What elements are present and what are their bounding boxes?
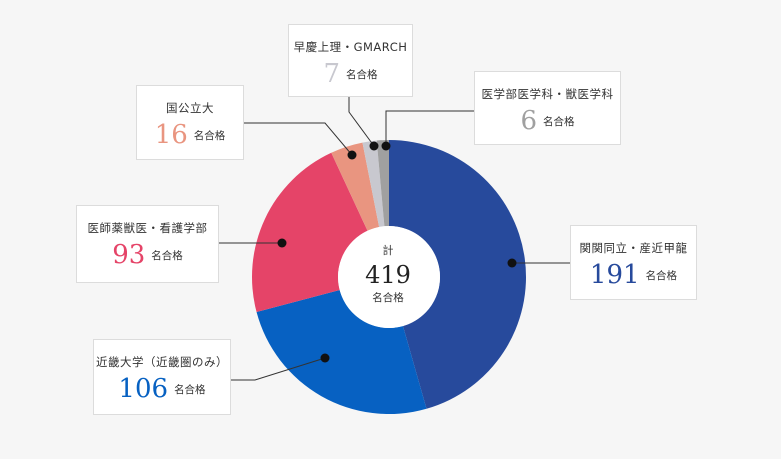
pie-slice: [252, 152, 368, 313]
callout-dot: [381, 141, 391, 151]
slice-unit: 名合格: [543, 115, 575, 128]
label-igakubu-juui: 医学部医学科・獣医学科 6 名合格: [474, 71, 621, 145]
slice-unit: 名合格: [151, 249, 183, 262]
slice-value: 7: [323, 59, 341, 89]
label-medical: 医師薬獣医・看護学部 93 名合格: [76, 205, 219, 283]
slice-value: 191: [589, 260, 640, 290]
pie-slice: [256, 290, 427, 414]
slice-label-name: 関関同立・産近甲龍: [579, 241, 688, 255]
slice-value: 106: [118, 374, 169, 404]
slice-label-name: 医学部医学科・獣医学科: [481, 87, 614, 101]
label-kokkoritsu: 国公立大 16 名合格: [136, 85, 244, 160]
callout-line: [348, 97, 375, 147]
slice-unit: 名合格: [193, 129, 226, 142]
callout-line: [231, 357, 326, 381]
callout-line: [244, 122, 353, 156]
center-total: 計 419 名合格: [338, 227, 438, 327]
donut-hole: [338, 226, 440, 328]
callout-dot: [347, 150, 357, 160]
label-kindai: 近畿大学（近畿圏のみ） 106 名合格: [93, 339, 231, 415]
slice-label-name: 国公立大: [166, 101, 214, 115]
center-unit: 名合格: [372, 292, 404, 304]
callout-dot: [277, 238, 287, 248]
slice-label-name: 医師薬獣医・看護学部: [87, 221, 208, 235]
slice-value: 16: [154, 120, 188, 150]
pie-slice: [362, 140, 385, 227]
label-sokei-gmarch: 早慶上理・GMARCH 7 名合格: [288, 24, 413, 97]
pie-slice: [389, 140, 526, 409]
callout-dot: [369, 141, 379, 151]
pie-slice: [376, 140, 389, 227]
center-title: 計: [382, 244, 394, 257]
slice-label-name: 近畿大学（近畿圏のみ）: [96, 355, 228, 369]
center-total-number: 419: [365, 261, 411, 289]
slice-unit: 名合格: [645, 269, 678, 282]
callout-dot: [320, 353, 330, 363]
slice-label-name: 早慶上理・GMARCH: [293, 40, 408, 54]
slice-value: 93: [112, 240, 146, 270]
slice-value: 6: [520, 106, 538, 136]
pie-slice: [331, 142, 380, 231]
callout-line: [385, 110, 474, 146]
callout-dot: [507, 258, 517, 268]
label-kankandoritsu: 関関同立・産近甲龍 191 名合格: [570, 225, 697, 300]
slice-unit: 名合格: [174, 383, 206, 396]
slice-unit: 名合格: [346, 68, 378, 81]
